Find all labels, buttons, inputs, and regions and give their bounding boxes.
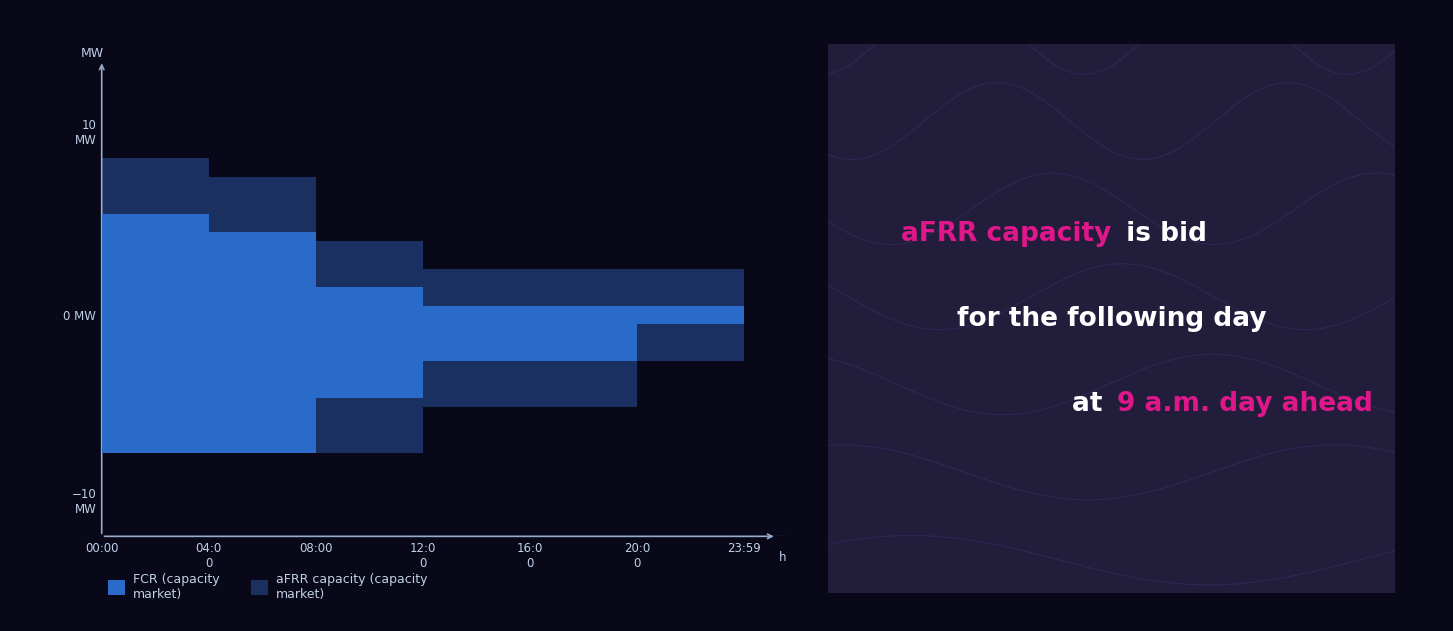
Text: h: h xyxy=(779,551,786,564)
Text: is bid: is bid xyxy=(1117,221,1207,247)
Bar xyxy=(102,158,209,453)
Bar xyxy=(209,177,315,453)
Bar xyxy=(423,269,638,407)
Bar xyxy=(315,287,423,398)
Bar xyxy=(315,241,423,453)
Bar xyxy=(423,306,638,361)
Text: MW: MW xyxy=(80,47,103,59)
Text: for the following day: for the following day xyxy=(956,305,1267,332)
Legend: FCR (capacity
market), aFRR capacity (capacity
market): FCR (capacity market), aFRR capacity (ca… xyxy=(108,573,427,601)
Text: at: at xyxy=(1072,391,1112,416)
Bar xyxy=(638,306,744,324)
FancyBboxPatch shape xyxy=(805,22,1418,615)
Text: aFRR capacity: aFRR capacity xyxy=(901,221,1112,247)
Text: 9 a.m. day ahead: 9 a.m. day ahead xyxy=(1117,391,1373,416)
Bar xyxy=(638,269,744,361)
Bar xyxy=(102,213,209,453)
Bar xyxy=(209,232,315,453)
